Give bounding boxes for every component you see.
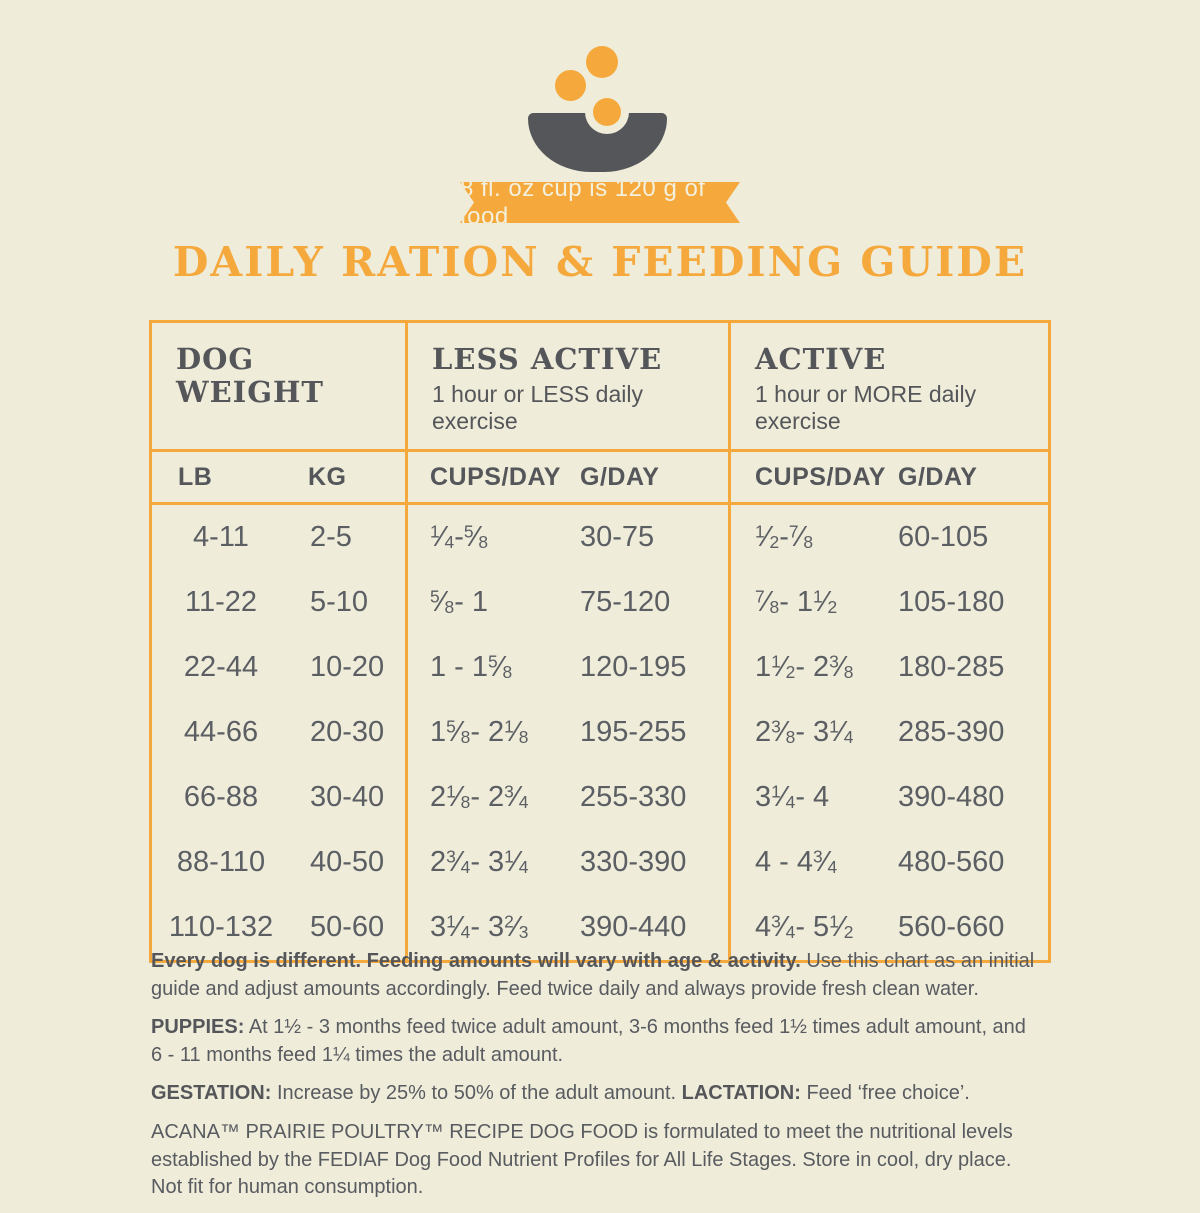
note-general: Every dog is different. Feeding amounts … [151,948,1035,1003]
cell-cups: 1 - 1 5⁄8 [405,635,570,701]
cell-cups: 4 3⁄4 - 5 1⁄2 [728,895,890,961]
cell-cups: 7⁄8 - 1 1⁄2 [728,570,890,636]
cell-lb: 66-88 [183,781,259,814]
cell-grams: 75-120 [580,586,671,619]
group-header-less-active: LESS ACTIVE 1 hour or LESS daily exercis… [405,323,728,453]
group-subtitle: 1 hour or MORE daily exercise [755,381,977,435]
col-header-kg: KG [290,452,405,506]
note-lactation-text: Feed ‘free choice’. [806,1082,970,1105]
note-formulation: ACANA™ PRAIRIE POULTRY™ RECIPE DOG FOOD … [151,1119,1035,1202]
cell-kg: 10-20 [310,651,385,684]
cell-grams: 255-330 [580,781,687,814]
cell-grams: 180-285 [898,651,1005,684]
cell-grams: 560-660 [898,911,1005,944]
page-title: DAILY RATION & FEEDING GUIDE [172,238,1028,286]
note-gestation-lactation: GESTATION: Increase by 25% to 50% of the… [151,1080,1035,1108]
cell-kg: 40-50 [310,846,385,879]
note-lactation-label: LACTATION: [681,1082,801,1105]
group-title: DOG WEIGHT [176,342,324,410]
group-header-active: ACTIVE 1 hour or MORE daily exercise [728,323,1048,453]
table-row: 4-11 2-5 1⁄4 - 5⁄8 30-75 1⁄2 - 7⁄8 60-10… [152,505,1048,571]
cell-grams: 105-180 [898,586,1005,619]
cell-kg: 2-5 [310,521,352,554]
cell-lb: 44-66 [183,716,259,749]
cell-grams: 120-195 [580,651,687,684]
kibble-icon [586,46,618,78]
cell-grams: 30-75 [580,521,655,554]
kibble-icon [593,98,621,126]
cell-kg: 20-30 [310,716,385,749]
cell-cups: 1 1⁄2 - 2 3⁄8 [728,635,890,701]
note-general-bold: Every dog is different. Feeding amounts … [151,950,801,972]
note-gestation-text: Increase by 25% to 50% of the adult amou… [276,1082,677,1105]
cell-kg: 30-40 [310,781,385,814]
table-column-header-row: LB KG CUPS/DAY G/DAY CUPS/DAY G/DAY [152,452,1048,506]
cell-grams: 390-440 [580,911,687,944]
note-general-text: Use this chart as an initial guide and a… [151,950,1035,1000]
cell-lb: 22-44 [183,651,259,684]
cell-lb: 11-22 [184,586,258,619]
cell-cups: 2 3⁄8 - 3 1⁄4 [728,700,890,766]
table-group-header-row: DOG WEIGHT LESS ACTIVE 1 hour or LESS da… [152,323,1048,453]
note-formulation-text: ACANA™ PRAIRIE POULTRY™ RECIPE DOG FOOD … [151,1120,1013,1199]
cell-cups: 2 3⁄4 - 3 1⁄4 [405,830,570,896]
cell-grams: 285-390 [898,716,1005,749]
footer-notes: Every dog is different. Feeding amounts … [151,948,1035,1213]
table-row: 110-132 50-60 3 1⁄4 - 3 2⁄3 390-440 4 3⁄4 -… [152,895,1048,961]
kibble-icon [555,70,586,101]
cell-cups: 3 1⁄4 - 3 2⁄3 [405,895,570,961]
cell-grams: 60-105 [898,521,989,554]
group-header-dog-weight: DOG WEIGHT [152,323,405,453]
cell-cups: 1 5⁄8 - 2 1⁄8 [405,700,570,766]
cell-grams: 390-480 [898,781,1005,814]
cell-cups: 3 1⁄4 - 4 [728,765,890,831]
group-title: LESS ACTIVE [432,342,663,376]
col-header-cups-day: CUPS/DAY [405,452,570,506]
cell-kg: 50-60 [310,911,385,944]
note-gestation-label: GESTATION: [151,1082,272,1105]
cell-kg: 5-10 [310,586,369,619]
cell-lb: 4-11 [193,521,249,554]
cell-grams: 480-560 [898,846,1005,879]
table-row: 88-110 40-50 2 3⁄4 - 3 1⁄4 330-390 4 - 4 3⁄… [152,830,1048,896]
col-header-cups-day: CUPS/DAY [728,452,890,506]
cell-cups: 5⁄8 - 1 [405,570,570,636]
col-header-g-day: G/DAY [570,452,728,506]
cell-grams: 195-255 [580,716,687,749]
note-puppies-text: At 1½ - 3 months feed twice adult amount… [151,1016,1026,1066]
dog-bowl-icon [500,40,700,180]
cell-cups: 1⁄4 - 5⁄8 [405,505,570,571]
table-row: 44-66 20-30 1 5⁄8 - 2 1⁄8 195-255 2 3⁄8 - 3… [152,700,1048,766]
cell-cups: 2 1⁄8 - 2 3⁄4 [405,765,570,831]
col-header-g-day: G/DAY [890,452,1048,506]
col-header-lb: LB [152,452,290,506]
note-puppies: PUPPIES: At 1½ - 3 months feed twice adu… [151,1014,1035,1069]
cell-grams: 330-390 [580,846,687,879]
cell-cups: 1⁄2 - 7⁄8 [728,505,890,571]
cell-lb: 110-132 [168,911,274,944]
feeding-table: DOG WEIGHT LESS ACTIVE 1 hour or LESS da… [149,320,1051,964]
cup-measure-text: 8 fl. oz cup is 120 g of food [460,174,706,230]
cell-lb: 88-110 [176,846,266,879]
table-row: 11-22 5-10 5⁄8 - 1 75-120 7⁄8 - 1 1⁄2 105… [152,570,1048,636]
group-title: ACTIVE [755,342,887,376]
cup-measure-banner: 8 fl. oz cup is 120 g of food [460,182,740,223]
note-puppies-label: PUPPIES: [151,1016,245,1039]
cell-cups: 4 - 4 3⁄4 [728,830,890,896]
table-row: 66-88 30-40 2 1⁄8 - 2 3⁄4 255-330 3 1⁄4 - 4… [152,765,1048,831]
table-row: 22-44 10-20 1 - 1 5⁄8 120-195 1 1⁄2 - 2 3⁄8… [152,635,1048,701]
group-subtitle: 1 hour or LESS daily exercise [432,381,643,435]
